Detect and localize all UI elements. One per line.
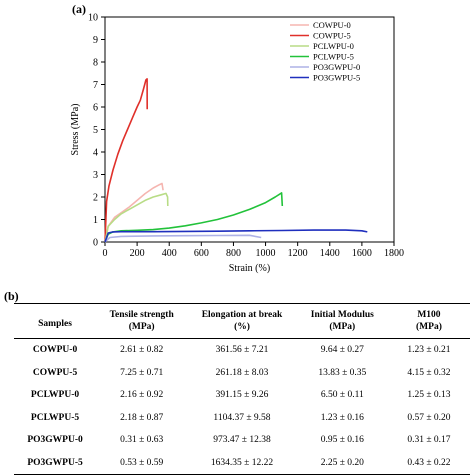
sample-cell: PO3GWPU-5 — [14, 451, 97, 475]
table-row: COWPU-0 2.61 ± 0.82 361.56 ± 7.21 9.64 ± 0.… — [14, 339, 470, 362]
y-tick-label: 4 — [93, 148, 98, 159]
x-tick-label: 1000 — [256, 248, 276, 259]
elongation-cell: 1634.35 ± 12.22 — [187, 451, 297, 475]
initial-modulus-cell: 13.83 ± 0.35 — [318, 367, 367, 378]
y-tick-label: 9 — [93, 35, 98, 46]
x-tick-label: 200 — [130, 248, 145, 259]
initial-modulus-cell: 1.23 ± 0.16 — [320, 412, 364, 423]
y-tick-label: 7 — [93, 80, 98, 91]
y-tick-label: 3 — [93, 170, 98, 181]
m100-cell: 0.43 ± 0.22 — [387, 451, 470, 475]
table-body: COWPU-0 2.61 ± 0.82 361.56 ± 7.21 9.64 ± 0.… — [14, 339, 470, 475]
x-tick-label: 1800 — [384, 248, 404, 259]
table-row: PO3GWPU-0 0.31 ± 0.63 973.47 ± 12.38 0.95 ±… — [14, 429, 470, 452]
table-row: PCLWPU-5 2.18 ± 0.87 1104.37 ± 9.58 1.23 ± … — [14, 407, 470, 430]
initial-modulus-cell: 2.25 ± 0.20 — [296, 451, 388, 475]
x-tick-label: 1600 — [352, 248, 372, 259]
stress-strain-chart-panel: (a) 0 200 400 600 800 1000 1200 1400 1600 1800 0 1 2… — [70, 2, 404, 275]
legend-entry: PO3GWPU-0 — [313, 62, 360, 72]
header-m100: M100 — [387, 303, 470, 321]
series-line-po3gwpu-5 — [104, 229, 368, 243]
legend-entry: PO3GWPU-5 — [313, 73, 360, 83]
y-tick-label: 5 — [93, 125, 98, 136]
header-m100-unit: (MPa) — [387, 321, 470, 339]
header-elongation: Elongation at break — [187, 303, 297, 321]
legend-entry: PCLWPU-5 — [313, 52, 354, 62]
m100-cell: 1.25 ± 0.13 — [407, 390, 451, 401]
initial-modulus-cell: 6.50 ± 0.11 — [320, 390, 364, 401]
header-tensile-strength-unit: (MPa) — [96, 321, 188, 339]
legend-entry: PCLWPU-0 — [313, 41, 354, 51]
m100-cell: 0.31 ± 0.17 — [407, 435, 451, 446]
x-tick-label: 600 — [194, 248, 209, 259]
tensile-strength-cell: 0.31 ± 0.63 — [120, 435, 164, 446]
x-tick-label: 0 — [103, 248, 108, 259]
tensile-strength-cell: 2.61 ± 0.82 — [120, 345, 164, 356]
series-line-cowpu-0 — [104, 182, 164, 243]
mechanical-properties-table-wrap: Samples Tensile strength Elongation at b… — [14, 303, 470, 475]
x-tick-label: 1200 — [288, 248, 308, 259]
elongation-cell: 391.15 ± 9.26 — [215, 390, 269, 401]
header-initial-modulus: Initial Modulus — [296, 303, 388, 321]
m100-cell: 1.23 ± 0.21 — [407, 345, 451, 356]
tensile-strength-cell: 0.53 ± 0.59 — [96, 451, 188, 475]
y-tick-label: 8 — [93, 58, 98, 69]
legend-entry: COWPU-0 — [313, 20, 351, 30]
panel-a-label: (a) — [72, 2, 86, 16]
series-line-po3gwpu-0 — [104, 234, 262, 243]
initial-modulus-cell: 9.64 ± 0.27 — [320, 345, 364, 356]
elongation-cell: 1104.37 ± 9.58 — [213, 412, 271, 423]
table-row: COWPU-5 7.25 ± 0.71 261.18 ± 8.03 13.83 ± 0… — [14, 362, 470, 385]
x-axis-label: Strain (%) — [229, 263, 270, 274]
y-tick-label: 0 — [93, 238, 98, 249]
elongation-cell: 361.56 ± 7.21 — [215, 345, 269, 356]
elongation-cell: 261.18 ± 8.03 — [215, 367, 269, 378]
series-line-cowpu-5 — [104, 78, 148, 243]
initial-modulus-cell: 0.95 ± 0.16 — [320, 435, 364, 446]
m100-cell: 4.15 ± 0.32 — [407, 367, 451, 378]
header-samples: Samples — [14, 303, 97, 339]
sample-cell: COWPU-5 — [32, 367, 78, 378]
header-initial-modulus-unit: (MPa) — [296, 321, 388, 339]
sample-cell: PCLWPU-5 — [30, 412, 80, 423]
y-axis-label: Stress (MPa) — [70, 104, 81, 156]
tensile-strength-cell: 7.25 ± 0.71 — [120, 367, 164, 378]
header-elongation-unit: (%) — [187, 321, 297, 339]
legend-entry: COWPU-5 — [313, 31, 351, 41]
y-tick-label: 2 — [93, 193, 98, 204]
y-tick-label: 10 — [88, 13, 98, 24]
x-tick-label: 1400 — [320, 248, 340, 259]
m100-cell: 0.57 ± 0.20 — [407, 412, 451, 423]
panel-b-label: (b) — [4, 289, 19, 303]
y-tick-label: 1 — [93, 215, 98, 226]
table-header-units-row: (MPa) (%) (MPa) (MPa) — [14, 321, 470, 339]
sample-cell: PCLWPU-0 — [30, 390, 80, 401]
elongation-cell: 973.47 ± 12.38 — [213, 435, 271, 446]
series-line-pclwpu-0 — [104, 192, 169, 243]
header-tensile-strength: Tensile strength — [96, 303, 188, 321]
y-tick-label: 6 — [93, 103, 98, 114]
table-row: PCLWPU-0 2.16 ± 0.92 391.15 ± 9.26 6.50 ± 0… — [14, 384, 470, 407]
series-line-pclwpu-5 — [104, 192, 284, 243]
table-row: PO3GWPU-5 0.53 ± 0.59 1634.35 ± 12.22 2.25 … — [14, 451, 470, 475]
sample-cell: PO3GWPU-0 — [27, 435, 83, 446]
mechanical-properties-table: Samples Tensile strength Elongation at b… — [14, 303, 470, 475]
x-tick-label: 800 — [226, 248, 241, 259]
x-tick-label: 400 — [162, 248, 177, 259]
sample-cell: COWPU-0 — [32, 345, 78, 356]
stress-strain-chart: 0 200 400 600 800 1000 1200 1400 1600 1800 0 1 2 3 4 5 6… — [70, 13, 404, 275]
tensile-strength-cell: 2.16 ± 0.92 — [120, 390, 164, 401]
tensile-strength-cell: 2.18 ± 0.87 — [120, 412, 164, 423]
table-header-row: Samples Tensile strength Elongation at b… — [14, 303, 470, 339]
